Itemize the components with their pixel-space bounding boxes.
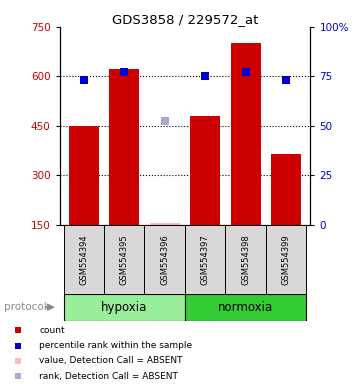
Point [15,327,21,333]
Text: rank, Detection Call = ABSENT: rank, Detection Call = ABSENT [39,372,178,381]
Text: hypoxia: hypoxia [101,301,148,314]
Bar [104,225,145,294]
Text: value, Detection Call = ABSENT: value, Detection Call = ABSENT [39,356,183,366]
Point [15,358,21,364]
Text: GSM554398: GSM554398 [241,234,250,285]
Text: percentile rank within the sample: percentile rank within the sample [39,341,192,350]
Bar [109,69,139,225]
Bar [185,225,226,294]
Bar [266,225,306,294]
Point [15,343,21,349]
Text: GSM554397: GSM554397 [201,234,210,285]
Point [121,69,127,75]
Bar [190,116,221,225]
Text: GSM554394: GSM554394 [79,234,88,285]
Bar [64,294,185,321]
Bar [64,225,104,294]
Bar [231,43,261,225]
Point [203,73,208,79]
Bar [225,225,266,294]
Bar [271,154,301,225]
Title: GDS3858 / 229572_at: GDS3858 / 229572_at [112,13,258,26]
Text: GSM554395: GSM554395 [120,234,129,285]
Point [81,76,87,83]
Bar [69,126,99,225]
Bar [185,294,306,321]
Point [15,373,21,379]
Point [162,118,168,124]
Bar [144,225,185,294]
Bar [149,223,180,225]
Text: count: count [39,326,65,335]
Text: GSM554396: GSM554396 [160,234,169,285]
Text: GSM554399: GSM554399 [282,234,291,285]
Point [283,76,289,83]
Point [243,69,249,75]
Text: protocol: protocol [4,302,46,312]
Text: normoxia: normoxia [218,301,273,314]
